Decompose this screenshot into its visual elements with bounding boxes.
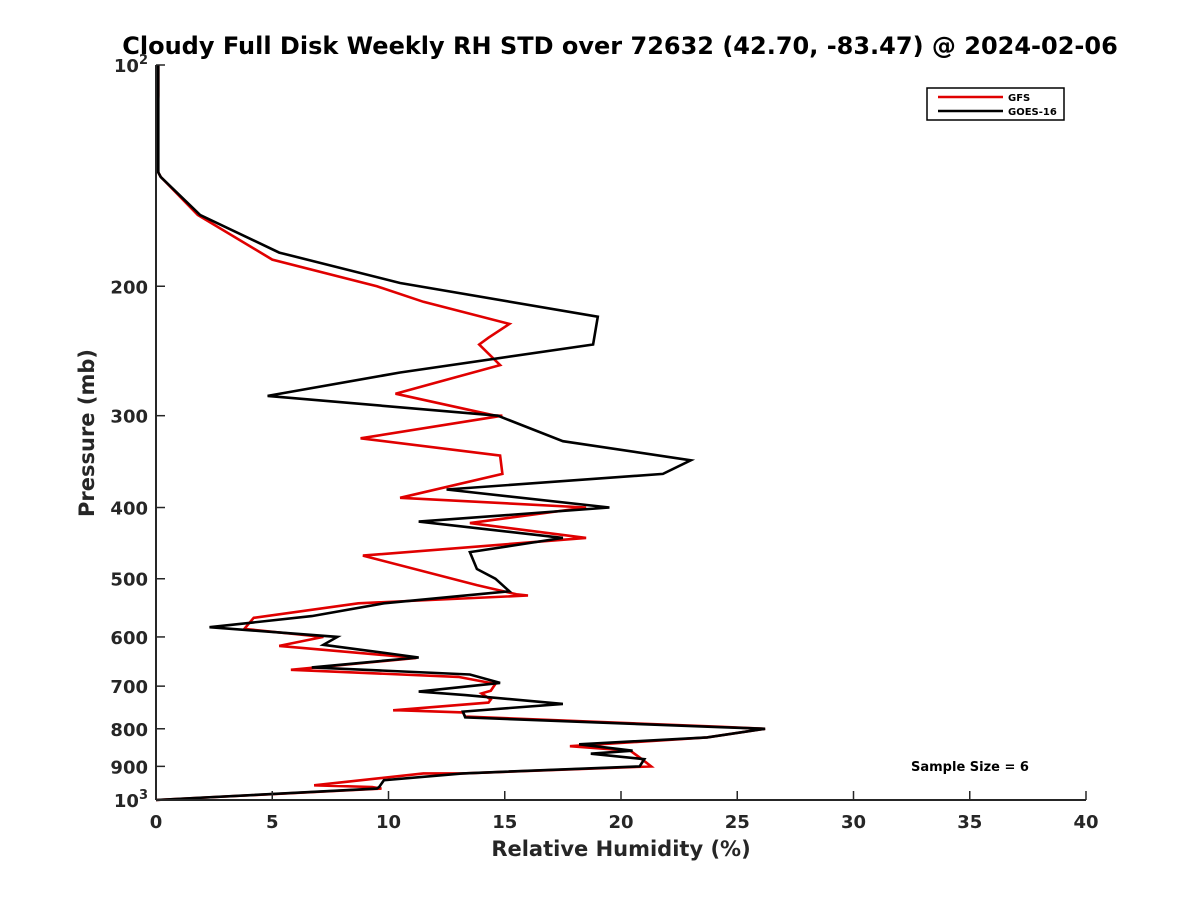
legend-label-gfs: GFS xyxy=(1008,93,1030,104)
x-tick-label: 10 xyxy=(376,812,401,833)
y-tick-label: 102 xyxy=(114,53,148,77)
x-tick-label: 40 xyxy=(1073,812,1098,833)
y-tick-label: 200 xyxy=(110,277,148,298)
y-axis-label: Pressure (mb) xyxy=(75,349,99,517)
x-axis-ticks: 0 5 10 15 20 25 30 35 40 xyxy=(150,791,1099,833)
x-tick-label: 0 xyxy=(150,812,163,833)
y-tick-label: 600 xyxy=(110,628,148,649)
y-axis-ticks: 102 200 300 400 500 600 700 800 900 103 xyxy=(110,53,165,812)
y-tick-label: 103 xyxy=(114,788,148,812)
y-tick-label: 700 xyxy=(110,677,148,698)
x-tick-label: 30 xyxy=(841,812,866,833)
x-tick-label: 15 xyxy=(492,812,517,833)
y-tick-label: 800 xyxy=(110,720,148,741)
legend-box xyxy=(926,87,1065,121)
plot-series xyxy=(155,65,766,802)
y-tick-label: 400 xyxy=(110,499,148,520)
y-tick-label: 300 xyxy=(110,407,148,428)
x-tick-label: 25 xyxy=(725,812,750,833)
x-tick-label: 5 xyxy=(266,812,279,833)
sample-size-annotation: Sample Size = 6 xyxy=(911,760,1029,775)
y-tick-label: 900 xyxy=(110,757,148,778)
legend: GFS GOES-16 xyxy=(926,87,1065,121)
series-line-goes-16 xyxy=(155,65,766,802)
x-tick-label: 35 xyxy=(957,812,982,833)
chart-title: Cloudy Full Disk Weekly RH STD over 7263… xyxy=(122,32,1118,60)
x-tick-label: 20 xyxy=(608,812,633,833)
x-axis-label: Relative Humidity (%) xyxy=(491,837,750,861)
y-tick-label: 500 xyxy=(110,570,148,591)
legend-label-goes-16: GOES-16 xyxy=(1008,107,1057,118)
